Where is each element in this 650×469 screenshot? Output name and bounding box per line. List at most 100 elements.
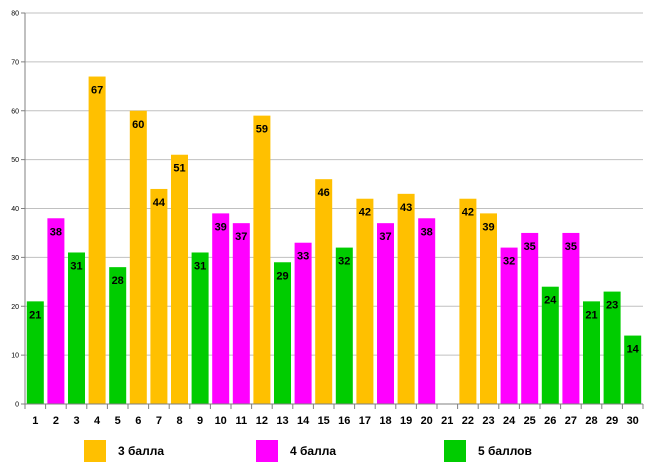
value-label-27: 35	[565, 241, 577, 253]
bar-23	[480, 213, 497, 404]
y-tick-label-60: 60	[11, 108, 19, 115]
value-labels: 21 38 31 67 28 60 44 51 31 39 37 59 29 33 46 32 42 37 43 38…	[29, 85, 640, 356]
bar-25	[521, 232, 539, 404]
value-label-13: 29	[276, 270, 288, 282]
x-tick-label-15: 15	[318, 415, 330, 427]
x-tick-label-20: 20	[421, 415, 433, 427]
bar-5	[109, 267, 127, 404]
value-label-15: 46	[318, 187, 330, 199]
x-axis-ticks: 1 2 3 4 5 6 7 8 9 10 11 12 13 14 15 16 17 18 19 20 21 22 23 24 2…	[24, 404, 644, 427]
value-label-26: 24	[544, 295, 557, 307]
value-label-30: 14	[627, 344, 640, 356]
legend-label-3: 3 балла	[118, 444, 165, 458]
value-label-14: 33	[297, 251, 309, 263]
bar-18	[377, 223, 394, 404]
x-tick-label-13: 13	[276, 415, 288, 427]
bar-2	[47, 218, 65, 404]
x-tick-label-12: 12	[256, 415, 268, 427]
x-tick-label-17: 17	[359, 415, 371, 427]
y-tick-label-80: 80	[11, 11, 19, 18]
x-tick-label-11: 11	[235, 415, 247, 427]
value-label-22: 42	[462, 207, 474, 219]
y-tick-label-40: 40	[11, 206, 19, 213]
y-tick-label-50: 50	[11, 157, 19, 164]
x-tick-label-25: 25	[524, 415, 536, 427]
x-tick-label-5: 5	[115, 415, 121, 427]
x-tick-label-7: 7	[156, 415, 162, 427]
x-tick-label-30: 30	[627, 415, 639, 427]
legend-item-5: 5 баллов	[444, 439, 532, 463]
bar-24	[500, 247, 518, 404]
bar-15	[315, 179, 333, 404]
bar-17	[356, 198, 374, 404]
bar-11	[232, 223, 250, 404]
x-tick-label-19: 19	[400, 415, 412, 427]
x-tick-label-24: 24	[503, 415, 516, 427]
legend-swatch-3	[84, 440, 106, 462]
value-label-28: 21	[585, 309, 597, 321]
bar-4	[88, 76, 106, 404]
bar-19	[397, 193, 415, 404]
legend-item-3: 3 балла	[84, 439, 164, 463]
bar-30	[624, 335, 642, 404]
y-tick-label-30: 30	[11, 255, 19, 262]
bar-16	[335, 247, 353, 404]
bar-27	[562, 232, 580, 404]
value-label-10: 39	[215, 221, 227, 233]
bar-28	[583, 301, 600, 404]
value-label-23: 39	[482, 221, 494, 233]
value-label-6: 60	[132, 119, 144, 131]
bars	[26, 76, 642, 404]
value-label-9: 31	[194, 260, 206, 272]
legend-label-5: 5 баллов	[478, 444, 532, 458]
x-tick-label-9: 9	[197, 415, 203, 427]
value-label-11: 37	[235, 231, 247, 243]
y-tick-label-10: 10	[11, 353, 19, 360]
x-tick-label-23: 23	[482, 415, 494, 427]
bar-26	[541, 286, 559, 404]
x-tick-label-22: 22	[462, 415, 474, 427]
x-tick-label-18: 18	[379, 415, 391, 427]
value-label-12: 59	[256, 124, 268, 136]
value-label-29: 23	[606, 300, 618, 312]
legend-label-4: 4 балла	[290, 444, 337, 458]
legend-swatch-4	[256, 440, 278, 462]
value-label-1: 21	[29, 309, 41, 321]
y-tick-label-70: 70	[11, 59, 19, 66]
bar-20	[418, 218, 436, 404]
bar-12	[253, 115, 271, 404]
bar-7	[150, 188, 168, 404]
value-label-17: 42	[359, 207, 371, 219]
value-label-20: 38	[421, 226, 433, 238]
x-tick-label-3: 3	[73, 415, 79, 427]
x-tick-label-14: 14	[297, 415, 310, 427]
legend-item-4: 4 балла	[256, 439, 336, 463]
gridlines	[25, 12, 643, 356]
x-tick-label-1: 1	[32, 415, 38, 427]
y-tick-label-20: 20	[11, 304, 19, 311]
x-tick-label-8: 8	[176, 415, 182, 427]
x-tick-label-2: 2	[53, 415, 59, 427]
value-label-24: 32	[503, 256, 515, 268]
value-label-2: 38	[50, 226, 62, 238]
value-label-5: 28	[112, 275, 124, 287]
x-tick-label-4: 4	[94, 415, 101, 427]
x-tick-label-26: 26	[544, 415, 556, 427]
x-tick-label-21: 21	[441, 415, 453, 427]
bar-3	[68, 252, 85, 404]
value-label-16: 32	[338, 256, 350, 268]
value-label-4: 67	[91, 85, 103, 97]
y-axis-ticks: 0 10 20 30 40 50 60 70 80	[11, 11, 25, 409]
legend-swatch-5	[444, 440, 466, 462]
bar-9	[191, 252, 209, 404]
x-tick-label-10: 10	[215, 415, 227, 427]
bar-29	[603, 291, 621, 404]
value-label-18: 37	[379, 231, 391, 243]
x-tick-label-6: 6	[135, 415, 141, 427]
bar-6	[129, 110, 147, 404]
value-label-7: 44	[153, 197, 166, 209]
bar-10	[212, 213, 230, 404]
x-tick-label-28: 28	[585, 415, 597, 427]
value-label-3: 31	[70, 260, 82, 272]
